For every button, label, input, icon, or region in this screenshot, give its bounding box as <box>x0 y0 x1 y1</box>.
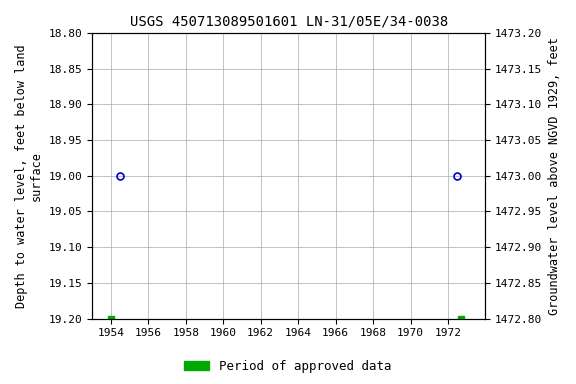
Title: USGS 450713089501601 LN-31/05E/34-0038: USGS 450713089501601 LN-31/05E/34-0038 <box>130 15 448 29</box>
Y-axis label: Depth to water level, feet below land
surface: Depth to water level, feet below land su… <box>15 44 43 308</box>
Y-axis label: Groundwater level above NGVD 1929, feet: Groundwater level above NGVD 1929, feet <box>548 37 561 315</box>
Legend: Period of approved data: Period of approved data <box>179 355 397 378</box>
